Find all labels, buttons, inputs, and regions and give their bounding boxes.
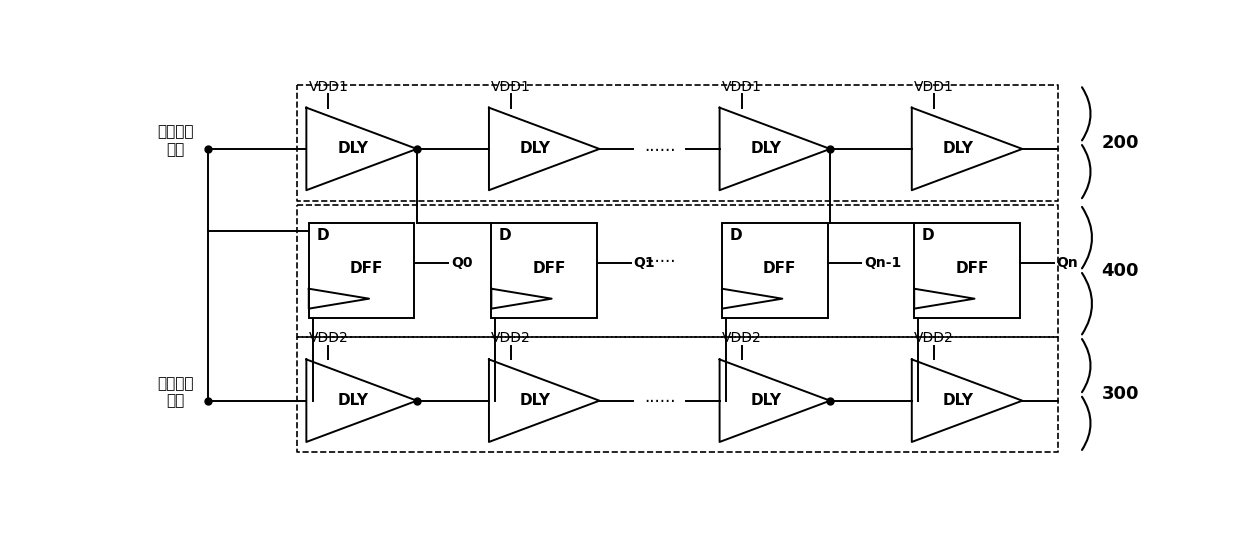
Bar — [914, 223, 1019, 318]
Text: DLY: DLY — [337, 142, 368, 157]
Text: Q1: Q1 — [634, 256, 655, 270]
Text: Qn: Qn — [1056, 256, 1078, 270]
Text: Q0: Q0 — [451, 256, 472, 270]
Text: DLY: DLY — [750, 142, 781, 157]
Text: DLY: DLY — [337, 393, 368, 408]
Text: VDD1: VDD1 — [914, 80, 954, 94]
Text: Qn-1: Qn-1 — [864, 256, 901, 270]
Text: VDD2: VDD2 — [309, 331, 348, 345]
Text: 第二时钟
信号: 第二时钟 信号 — [157, 376, 193, 408]
Text: VDD1: VDD1 — [722, 80, 761, 94]
Text: ......: ...... — [644, 389, 676, 406]
Text: D: D — [921, 228, 935, 243]
Text: 200: 200 — [1101, 134, 1140, 152]
Text: D: D — [316, 228, 329, 243]
Text: DLY: DLY — [520, 142, 551, 157]
Text: 400: 400 — [1101, 262, 1140, 280]
Text: VDD1: VDD1 — [491, 80, 531, 94]
Text: 300: 300 — [1101, 385, 1140, 404]
Text: DLY: DLY — [942, 393, 973, 408]
Text: DFF: DFF — [532, 261, 565, 276]
Bar — [722, 223, 828, 318]
Text: VDD1: VDD1 — [309, 80, 348, 94]
Text: DFF: DFF — [763, 261, 796, 276]
Text: D: D — [729, 228, 743, 243]
Text: VDD2: VDD2 — [914, 331, 954, 345]
Text: DLY: DLY — [520, 393, 551, 408]
Text: DFF: DFF — [955, 261, 988, 276]
Text: ......: ...... — [644, 137, 676, 154]
Text: 第一时钟
信号: 第一时钟 信号 — [157, 124, 193, 157]
Text: DLY: DLY — [942, 142, 973, 157]
Text: VDD2: VDD2 — [491, 331, 531, 345]
Text: VDD2: VDD2 — [722, 331, 761, 345]
Text: D: D — [498, 228, 512, 243]
Text: DFF: DFF — [350, 261, 383, 276]
Bar — [309, 223, 414, 318]
Text: ......: ...... — [644, 248, 676, 266]
Bar — [491, 223, 598, 318]
Text: DLY: DLY — [750, 393, 781, 408]
